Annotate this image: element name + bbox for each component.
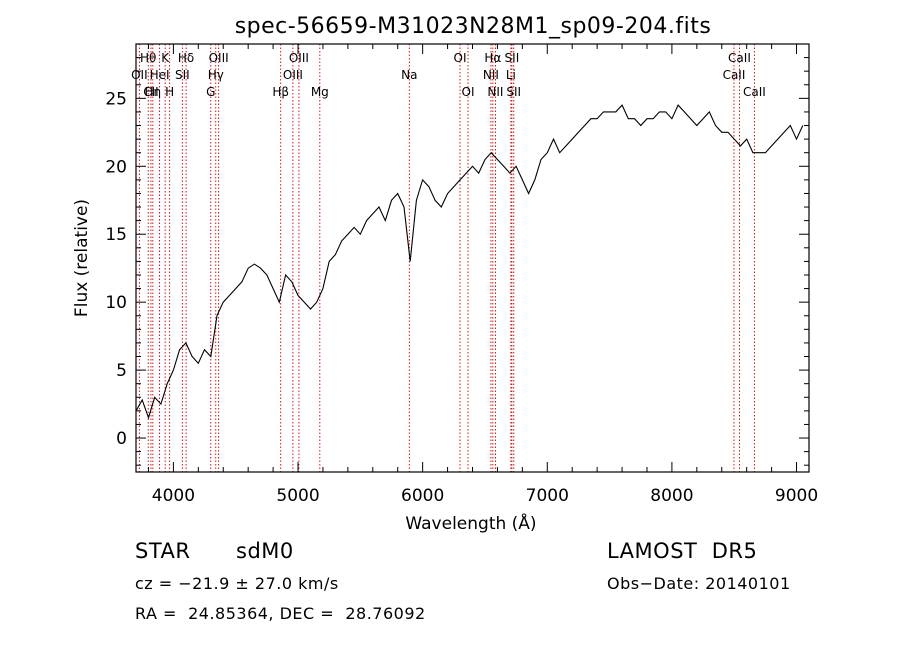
line-label-16: Na — [401, 68, 417, 82]
line-label-25: CaII — [723, 68, 746, 82]
plot-frame — [135, 43, 810, 473]
line-label-2: CII — [143, 85, 158, 99]
line-label-3: Hη — [145, 85, 162, 99]
line-label-14: OIII — [289, 51, 309, 65]
emission-line-labels: OIIHθCIIHηHeIKHSIIHδGHγOIIIHβOIIIOIIIMgN… — [131, 51, 766, 99]
line-label-21: NII — [487, 85, 503, 99]
line-label-6: H — [165, 85, 174, 99]
line-label-22: Li — [506, 68, 516, 82]
spectrum-line — [135, 104, 804, 420]
y-axis-label: Flux (relative) — [72, 199, 92, 317]
line-label-12: Hβ — [272, 85, 289, 99]
y-tick-label: 20 — [105, 157, 127, 177]
line-label-18: OI — [462, 85, 475, 99]
emission-line-markers — [138, 44, 755, 472]
y-tick-label: 15 — [105, 225, 127, 245]
y-axis-ticks: 0 5 10 15 20 25 — [105, 57, 809, 466]
line-label-27: CaII — [743, 85, 766, 99]
y-tick-label: 0 — [116, 429, 127, 449]
x-tick-label: 8000 — [650, 486, 693, 506]
line-label-7: SII — [175, 68, 190, 82]
line-label-9: G — [206, 85, 215, 99]
x-axis-label: Wavelength (Å) — [405, 512, 536, 534]
redshift-velocity: cz = −21.9 ± 27.0 km/s — [135, 574, 339, 593]
line-label-11: OIII — [209, 51, 229, 65]
observation-date: Obs−Date: 20140101 — [607, 574, 791, 593]
line-label-10: Hγ — [208, 68, 224, 82]
line-label-0: OII — [131, 68, 148, 82]
line-label-8: Hδ — [178, 51, 194, 65]
x-tick-label: 6000 — [401, 486, 444, 506]
object-class: STAR — [135, 539, 191, 563]
line-label-5: K — [161, 51, 170, 65]
line-label-19: NII — [483, 68, 499, 82]
chart-title: spec-56659-M31023N28M1_sp09-204.fits — [235, 14, 712, 39]
x-axis-ticks: 4000 5000 6000 7000 8000 9000 — [147, 44, 818, 506]
object-subclass: sdM0 — [236, 539, 294, 563]
y-tick-label: 25 — [105, 89, 127, 109]
line-label-13: OIII — [283, 68, 303, 82]
x-tick-label: 9000 — [775, 486, 818, 506]
line-label-23: SII — [505, 51, 520, 65]
coordinates: RA = 24.85364, DEC = 28.76092 — [135, 604, 426, 623]
y-tick-label: 5 — [116, 361, 127, 381]
line-label-15: Mg — [311, 85, 329, 99]
line-label-4: HeI — [150, 68, 170, 82]
line-label-1: Hθ — [140, 51, 156, 65]
x-tick-label: 4000 — [152, 486, 195, 506]
x-tick-label: 7000 — [526, 486, 569, 506]
line-label-24: SII — [506, 85, 521, 99]
line-label-20: Hα — [484, 51, 501, 65]
line-label-26: CaII — [728, 51, 751, 65]
line-label-17: OI — [454, 51, 467, 65]
y-tick-label: 10 — [105, 293, 127, 313]
survey-name: LAMOST DR5 — [607, 539, 758, 563]
x-tick-label: 5000 — [276, 486, 319, 506]
